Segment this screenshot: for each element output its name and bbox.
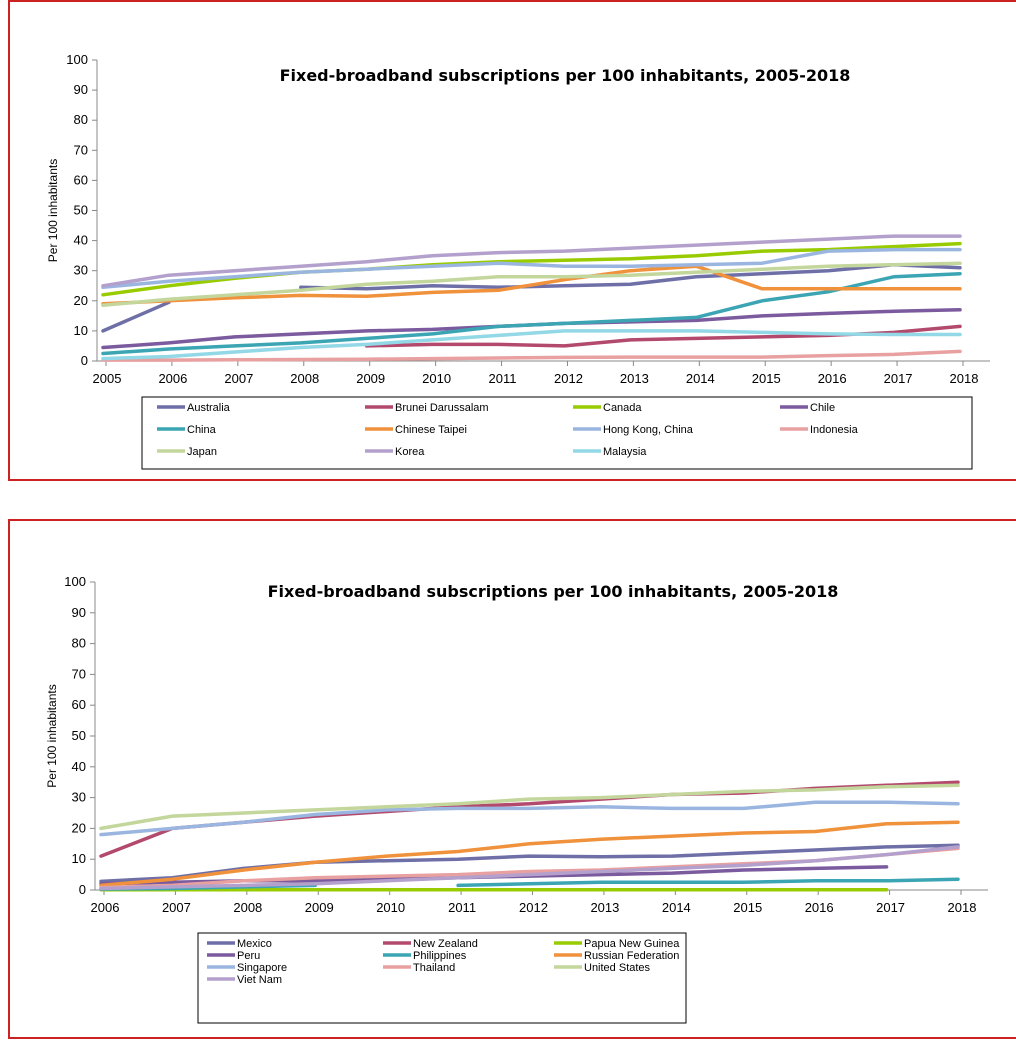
y-tick-label: 100 bbox=[64, 574, 86, 589]
x-tick-label: 2015 bbox=[733, 900, 762, 915]
legend-label: Chinese Taipei bbox=[395, 424, 467, 436]
y-tick-label: 80 bbox=[72, 636, 86, 651]
x-tick-label: 2008 bbox=[290, 371, 319, 386]
chart-title: Fixed-broadband subscriptions per 100 in… bbox=[268, 582, 839, 601]
x-tick-label: 2005 bbox=[93, 371, 122, 386]
y-tick-label: 20 bbox=[74, 293, 88, 308]
legend-label: Viet Nam bbox=[237, 974, 282, 986]
legend-label: Singapore bbox=[237, 962, 287, 974]
x-tick-label: 2017 bbox=[884, 371, 913, 386]
y-tick-label: 70 bbox=[74, 142, 88, 157]
y-tick-label: 30 bbox=[72, 790, 86, 805]
legend-label: Hong Kong, China bbox=[603, 424, 694, 436]
legend-label: China bbox=[187, 424, 217, 436]
x-tick-label: 2013 bbox=[590, 900, 619, 915]
series-line-china bbox=[101, 271, 962, 356]
x-tick-label: 2006 bbox=[158, 371, 187, 386]
legend-label: Australia bbox=[187, 402, 231, 414]
series-line-korea bbox=[101, 234, 962, 288]
x-tick-label: 2018 bbox=[948, 900, 977, 915]
y-tick-label: 60 bbox=[72, 697, 86, 712]
legend-label: Philippines bbox=[413, 950, 467, 962]
x-tick-label: 2015 bbox=[752, 371, 781, 386]
legend-label: Mexico bbox=[237, 938, 272, 950]
chart-1-svg: Fixed-broadband subscriptions per 100 in… bbox=[46, 52, 990, 470]
y-tick-label: 30 bbox=[74, 263, 88, 278]
chart-2-svg: Fixed-broadband subscriptions per 100 in… bbox=[45, 574, 988, 1024]
series-line-japan bbox=[101, 261, 962, 308]
y-tick-label: 50 bbox=[72, 728, 86, 743]
x-tick-label: 2014 bbox=[662, 900, 691, 915]
chart-panel-2: Fixed-broadband subscriptions per 100 in… bbox=[8, 519, 1016, 1039]
y-tick-label: 20 bbox=[72, 820, 86, 835]
legend-label: Japan bbox=[187, 446, 217, 458]
y-tick-label: 70 bbox=[72, 666, 86, 681]
y-tick-label: 50 bbox=[74, 203, 88, 218]
x-tick-label: 2014 bbox=[686, 371, 715, 386]
x-tick-label: 2012 bbox=[519, 900, 548, 915]
x-tick-label: 2006 bbox=[91, 900, 120, 915]
series-line-chinese-taipei bbox=[101, 264, 962, 306]
x-tick-label: 2009 bbox=[356, 371, 385, 386]
y-tick-label: 60 bbox=[74, 172, 88, 187]
y-axis-label: Per 100 inhabitants bbox=[45, 684, 59, 787]
series-line-united-states bbox=[99, 783, 960, 831]
y-tick-label: 100 bbox=[66, 52, 88, 67]
x-tick-label: 2010 bbox=[422, 371, 451, 386]
legend-label: Thailand bbox=[413, 962, 455, 974]
x-tick-label: 2011 bbox=[448, 900, 476, 915]
legend-label: Korea bbox=[395, 446, 425, 458]
legend-label: United States bbox=[584, 962, 651, 974]
y-tick-label: 80 bbox=[74, 112, 88, 127]
y-tick-label: 90 bbox=[72, 605, 86, 620]
y-tick-label: 10 bbox=[74, 323, 88, 338]
x-tick-label: 2011 bbox=[489, 371, 517, 386]
series-line-australia bbox=[299, 262, 962, 291]
y-tick-label: 40 bbox=[74, 233, 88, 248]
x-tick-label: 2018 bbox=[950, 371, 979, 386]
y-axis-label: Per 100 inhabitants bbox=[46, 159, 60, 262]
legend-label: New Zealand bbox=[413, 938, 478, 950]
y-tick-label: 90 bbox=[74, 82, 88, 97]
y-tick-label: 10 bbox=[72, 851, 86, 866]
series-line-philippines bbox=[456, 877, 960, 888]
x-tick-label: 2013 bbox=[620, 371, 649, 386]
legend-label: Papua New Guinea bbox=[584, 938, 680, 950]
legend-label: Brunei Darussalam bbox=[395, 402, 489, 414]
series-line-singapore bbox=[99, 800, 960, 837]
legend-label: Canada bbox=[603, 402, 642, 414]
series-line-indonesia bbox=[101, 349, 962, 362]
legend-label: Russian Federation bbox=[584, 950, 679, 962]
x-tick-label: 2010 bbox=[376, 900, 405, 915]
y-tick-label: 40 bbox=[72, 759, 86, 774]
x-tick-label: 2009 bbox=[305, 900, 334, 915]
x-tick-label: 2012 bbox=[554, 371, 583, 386]
x-tick-label: 2016 bbox=[805, 900, 834, 915]
series-line-hong-kong-china bbox=[101, 247, 962, 290]
series-line-australia bbox=[101, 300, 171, 333]
legend-label: Peru bbox=[237, 950, 260, 962]
x-tick-label: 2008 bbox=[233, 900, 262, 915]
y-tick-label: 0 bbox=[79, 882, 86, 897]
chart-title: Fixed-broadband subscriptions per 100 in… bbox=[280, 66, 851, 85]
chart-panel-1: Fixed-broadband subscriptions per 100 in… bbox=[8, 0, 1016, 481]
x-tick-label: 2016 bbox=[818, 371, 847, 386]
series-line-malaysia bbox=[101, 329, 962, 361]
y-tick-label: 0 bbox=[81, 353, 88, 368]
legend-label: Indonesia bbox=[810, 424, 859, 436]
x-tick-label: 2017 bbox=[876, 900, 905, 915]
series-line-chile bbox=[101, 308, 962, 350]
series-line-viet-nam bbox=[99, 845, 960, 891]
legend-label: Malaysia bbox=[603, 446, 647, 458]
x-tick-label: 2007 bbox=[162, 900, 191, 915]
x-tick-label: 2007 bbox=[224, 371, 253, 386]
series-line-russian-federation bbox=[99, 820, 960, 888]
legend-label: Chile bbox=[810, 402, 835, 414]
legend-box bbox=[141, 396, 973, 470]
